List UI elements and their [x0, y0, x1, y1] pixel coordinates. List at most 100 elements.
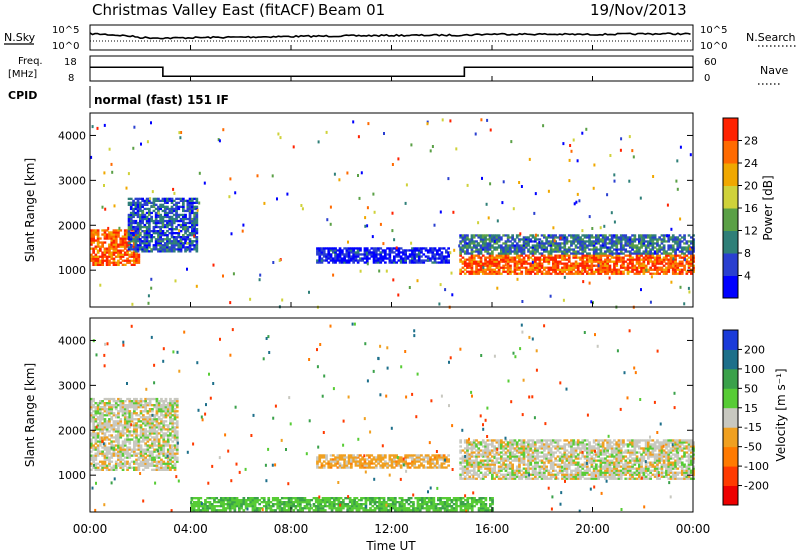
heatmap-cell — [132, 201, 135, 204]
heatmap-cell — [495, 475, 499, 478]
heatmap-cell — [343, 454, 346, 457]
heatmap-cell — [651, 260, 655, 263]
heatmap-cell — [94, 245, 98, 248]
heatmap-cell — [628, 266, 632, 269]
heatmap-cell — [610, 250, 614, 253]
heatmap-cell — [647, 268, 650, 271]
heatmap-cell — [617, 272, 621, 275]
heatmap-cell — [128, 402, 132, 405]
heatmap-cell — [606, 250, 609, 253]
heatmap-cell — [493, 236, 496, 239]
heatmap-cell — [534, 264, 537, 267]
heatmap-cell — [92, 444, 95, 447]
heatmap-cell — [94, 454, 98, 457]
heatmap-cell — [506, 471, 510, 474]
heatmap-cell — [384, 253, 387, 256]
heatmap-cell — [103, 259, 107, 262]
heatmap-cell — [520, 258, 524, 261]
heatmap-cell — [193, 225, 196, 229]
heatmap-cell — [350, 462, 353, 465]
y-tick-label: 4000 — [58, 129, 86, 142]
heatmap-cell — [484, 260, 487, 263]
heatmap-cell — [497, 240, 501, 243]
heatmap-cell — [572, 242, 576, 245]
heatmap-cell — [139, 400, 143, 403]
heatmap-cell — [173, 428, 177, 431]
heatmap-cell — [117, 440, 120, 443]
heatmap-cell — [504, 477, 508, 480]
heatmap-cell — [139, 219, 142, 223]
heatmap-cell — [347, 247, 351, 250]
heatmap-cell — [504, 457, 508, 460]
heatmap-cell — [117, 243, 120, 246]
heatmap-cell — [613, 262, 616, 265]
heatmap-cell — [322, 466, 326, 469]
heatmap-cell — [547, 242, 551, 245]
heatmap-cell — [644, 234, 648, 237]
heatmap-cell — [128, 426, 132, 429]
heatmap-cell — [493, 256, 496, 259]
heatmap-cell — [359, 460, 362, 463]
heatmap-cell — [583, 256, 587, 259]
heatmap-cell — [96, 452, 100, 455]
heatmap-cell — [572, 272, 576, 275]
heatmap-cell — [671, 268, 675, 271]
heatmap-cell — [565, 240, 569, 243]
heatmap-cell — [365, 249, 369, 252]
heatmap-cell — [671, 266, 675, 269]
heatmap-cell — [579, 264, 582, 267]
heatmap-cell — [472, 256, 476, 259]
heatmap-cell — [461, 234, 465, 237]
heatmap-cell — [461, 262, 465, 265]
heatmap-cell — [166, 462, 170, 465]
heatmap-cell — [488, 244, 492, 247]
heatmap-cell — [531, 234, 535, 237]
heatmap-cell — [151, 404, 154, 407]
heatmap-cell — [502, 270, 505, 273]
heatmap-cell — [626, 236, 630, 239]
heatmap-cell — [177, 205, 181, 208]
heatmap-cell — [92, 406, 95, 409]
heatmap-cell — [99, 428, 102, 431]
heatmap-cell — [638, 236, 641, 239]
heatmap-cell — [631, 238, 634, 241]
heatmap-cell — [665, 256, 668, 259]
heatmap-cell — [139, 420, 143, 423]
heatmap-cell — [381, 255, 385, 258]
heatmap-cell — [445, 456, 448, 459]
heatmap-cell — [128, 253, 132, 256]
heatmap-cell — [554, 244, 557, 247]
heatmap-cell — [133, 400, 136, 403]
heatmap-cell — [472, 439, 476, 442]
heatmap-cell — [488, 248, 492, 251]
heatmap-cell — [341, 257, 344, 260]
heatmap-cell — [466, 455, 469, 458]
heatmap-cell — [377, 454, 380, 457]
heatmap-cell — [604, 254, 607, 257]
heatmap-cell — [647, 242, 650, 245]
heatmap-cell — [520, 244, 524, 247]
heatmap-cell — [150, 211, 153, 215]
heatmap-cell — [513, 439, 517, 442]
heatmap-cell — [690, 240, 693, 243]
heatmap-cell — [143, 248, 147, 251]
heatmap-cell — [372, 255, 376, 258]
heatmap-cell — [680, 260, 684, 263]
heatmap-cell — [468, 260, 472, 263]
heatmap-cell — [159, 230, 162, 233]
heatmap-cell — [518, 262, 521, 265]
heatmap-cell — [92, 448, 95, 451]
heatmap-cell — [171, 452, 175, 455]
heatmap-cell — [680, 252, 684, 255]
heatmap-cell — [146, 434, 150, 437]
heatmap-cell — [606, 258, 609, 261]
heatmap-cell — [151, 424, 154, 427]
heatmap-cell — [520, 461, 524, 464]
heatmap-cell — [439, 210, 442, 214]
heatmap-cell — [96, 410, 100, 413]
heatmap-cell — [554, 262, 557, 265]
heatmap-cell — [470, 447, 474, 450]
heatmap-cell — [397, 460, 401, 463]
heatmap-cell — [461, 455, 465, 458]
heatmap-cell — [103, 454, 107, 457]
